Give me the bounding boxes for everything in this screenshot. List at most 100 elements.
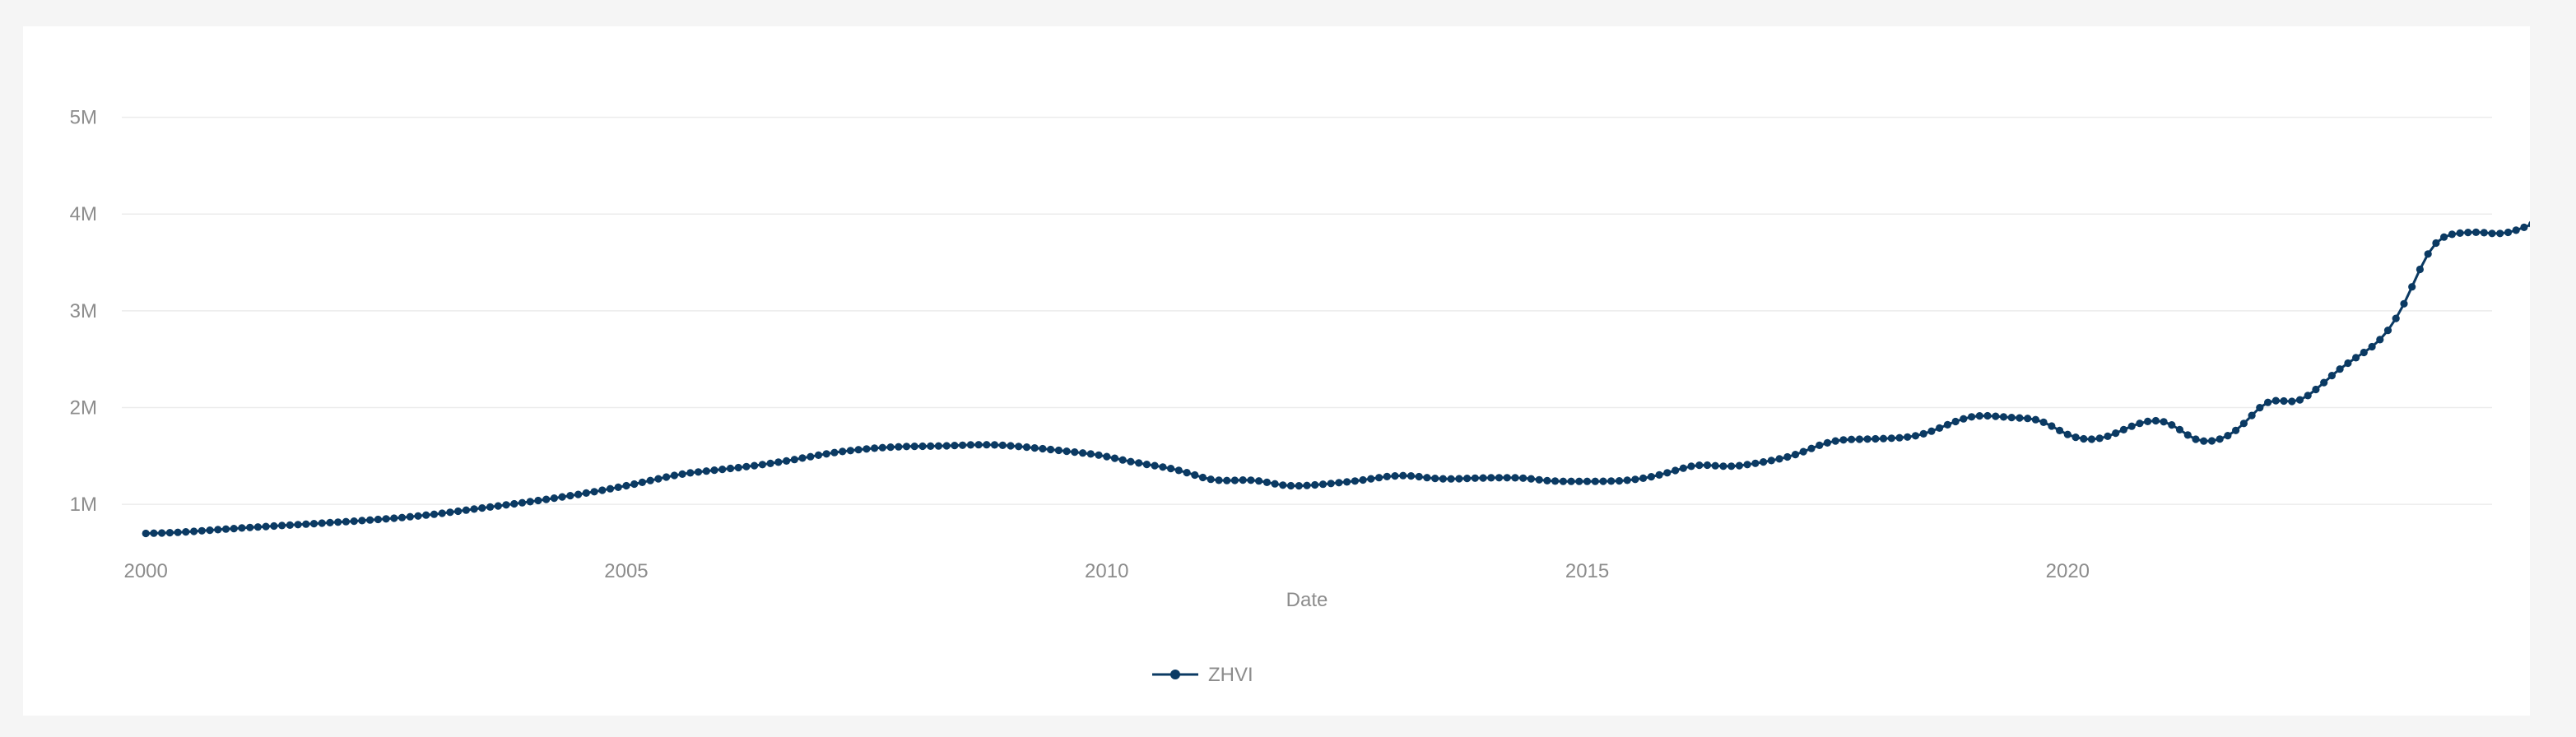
data-point[interactable]	[1207, 475, 1215, 484]
data-point[interactable]	[1230, 476, 1239, 484]
data-point[interactable]	[2408, 283, 2416, 291]
data-point[interactable]	[262, 522, 270, 531]
data-point[interactable]	[2312, 385, 2320, 394]
data-point[interactable]	[526, 498, 534, 506]
data-point[interactable]	[1343, 478, 1351, 486]
data-point[interactable]	[1992, 412, 2000, 420]
data-point[interactable]	[302, 520, 310, 528]
data-point[interactable]	[2520, 223, 2528, 231]
data-point[interactable]	[742, 462, 751, 470]
data-point[interactable]	[2239, 419, 2248, 428]
data-point[interactable]	[309, 520, 319, 528]
data-point[interactable]	[494, 502, 502, 510]
data-point[interactable]	[454, 507, 463, 516]
data-point[interactable]	[2424, 250, 2432, 258]
data-point[interactable]	[1039, 444, 1047, 453]
data-point[interactable]	[927, 442, 935, 450]
data-point[interactable]	[230, 525, 238, 533]
data-point[interactable]	[1615, 477, 1624, 485]
data-point[interactable]	[1174, 466, 1183, 475]
legend[interactable]: ZHVI	[1152, 664, 1253, 686]
data-point[interactable]	[814, 451, 823, 460]
data-point[interactable]	[2095, 434, 2104, 443]
data-point[interactable]	[2448, 230, 2456, 239]
data-point[interactable]	[2496, 229, 2504, 238]
data-point[interactable]	[590, 488, 598, 496]
data-point[interactable]	[406, 512, 414, 521]
data-point[interactable]	[2280, 396, 2288, 406]
data-point[interactable]	[1719, 462, 1727, 470]
data-point[interactable]	[630, 480, 639, 489]
data-point[interactable]	[2080, 434, 2088, 443]
data-point[interactable]	[1239, 476, 1247, 484]
data-point[interactable]	[983, 441, 991, 449]
data-point[interactable]	[1487, 474, 1495, 482]
data-point[interactable]	[1823, 438, 1831, 447]
data-point[interactable]	[902, 443, 911, 451]
data-point[interactable]	[694, 468, 703, 476]
data-point[interactable]	[1960, 415, 1968, 423]
data-point[interactable]	[550, 494, 559, 503]
data-point[interactable]	[1351, 477, 1359, 485]
data-point[interactable]	[1535, 475, 1543, 484]
data-point[interactable]	[1103, 452, 1111, 461]
data-point[interactable]	[2456, 229, 2464, 237]
data-point[interactable]	[1286, 481, 1295, 490]
data-point[interactable]	[1095, 451, 1103, 459]
data-point[interactable]	[886, 443, 895, 452]
data-point[interactable]	[1527, 475, 1535, 483]
data-point[interactable]	[2392, 314, 2400, 322]
data-point[interactable]	[422, 511, 430, 519]
data-point[interactable]	[478, 504, 486, 512]
data-point[interactable]	[663, 473, 671, 481]
data-point[interactable]	[286, 521, 294, 530]
data-point[interactable]	[2200, 437, 2208, 445]
data-point[interactable]	[2528, 220, 2530, 228]
data-point[interactable]	[2160, 418, 2168, 426]
data-point[interactable]	[1767, 457, 1775, 465]
data-point[interactable]	[2175, 425, 2184, 433]
data-point[interactable]	[822, 450, 830, 458]
data-point[interactable]	[2344, 359, 2352, 368]
data-point[interactable]	[1439, 475, 1447, 483]
data-point[interactable]	[1383, 472, 1391, 481]
data-point[interactable]	[2440, 233, 2448, 241]
data-point[interactable]	[462, 506, 471, 514]
data-point[interactable]	[1367, 475, 1375, 483]
data-point[interactable]	[839, 447, 847, 456]
data-point[interactable]	[2488, 229, 2496, 238]
data-point[interactable]	[2271, 396, 2280, 405]
data-point[interactable]	[1391, 472, 1399, 480]
data-point[interactable]	[1022, 443, 1031, 452]
data-point[interactable]	[1631, 475, 1639, 484]
data-point[interactable]	[2295, 396, 2304, 404]
data-point[interactable]	[2416, 265, 2424, 274]
data-point[interactable]	[2248, 411, 2256, 419]
data-point[interactable]	[390, 514, 398, 522]
data-point[interactable]	[830, 448, 839, 457]
data-point[interactable]	[1191, 470, 1199, 480]
data-point[interactable]	[1911, 432, 1920, 440]
data-point[interactable]	[702, 467, 710, 475]
data-point[interactable]	[1359, 475, 1367, 484]
data-point[interactable]	[2336, 365, 2344, 373]
data-point[interactable]	[270, 521, 278, 531]
data-point[interactable]	[2232, 426, 2240, 434]
data-point[interactable]	[1030, 444, 1039, 452]
data-point[interactable]	[542, 495, 551, 503]
data-point[interactable]	[2376, 336, 2384, 344]
data-point[interactable]	[2007, 414, 2016, 422]
data-point[interactable]	[150, 529, 158, 537]
data-point[interactable]	[2432, 239, 2440, 248]
data-point[interactable]	[534, 496, 542, 505]
data-point[interactable]	[246, 523, 254, 531]
data-point[interactable]	[238, 524, 246, 532]
data-point[interactable]	[790, 456, 798, 464]
data-point[interactable]	[1471, 474, 1479, 482]
data-point[interactable]	[1943, 420, 1951, 429]
data-point[interactable]	[918, 442, 927, 451]
data-point[interactable]	[1463, 475, 1472, 483]
data-point[interactable]	[990, 441, 999, 449]
data-point[interactable]	[1135, 459, 1143, 467]
data-point[interactable]	[1543, 476, 1551, 485]
